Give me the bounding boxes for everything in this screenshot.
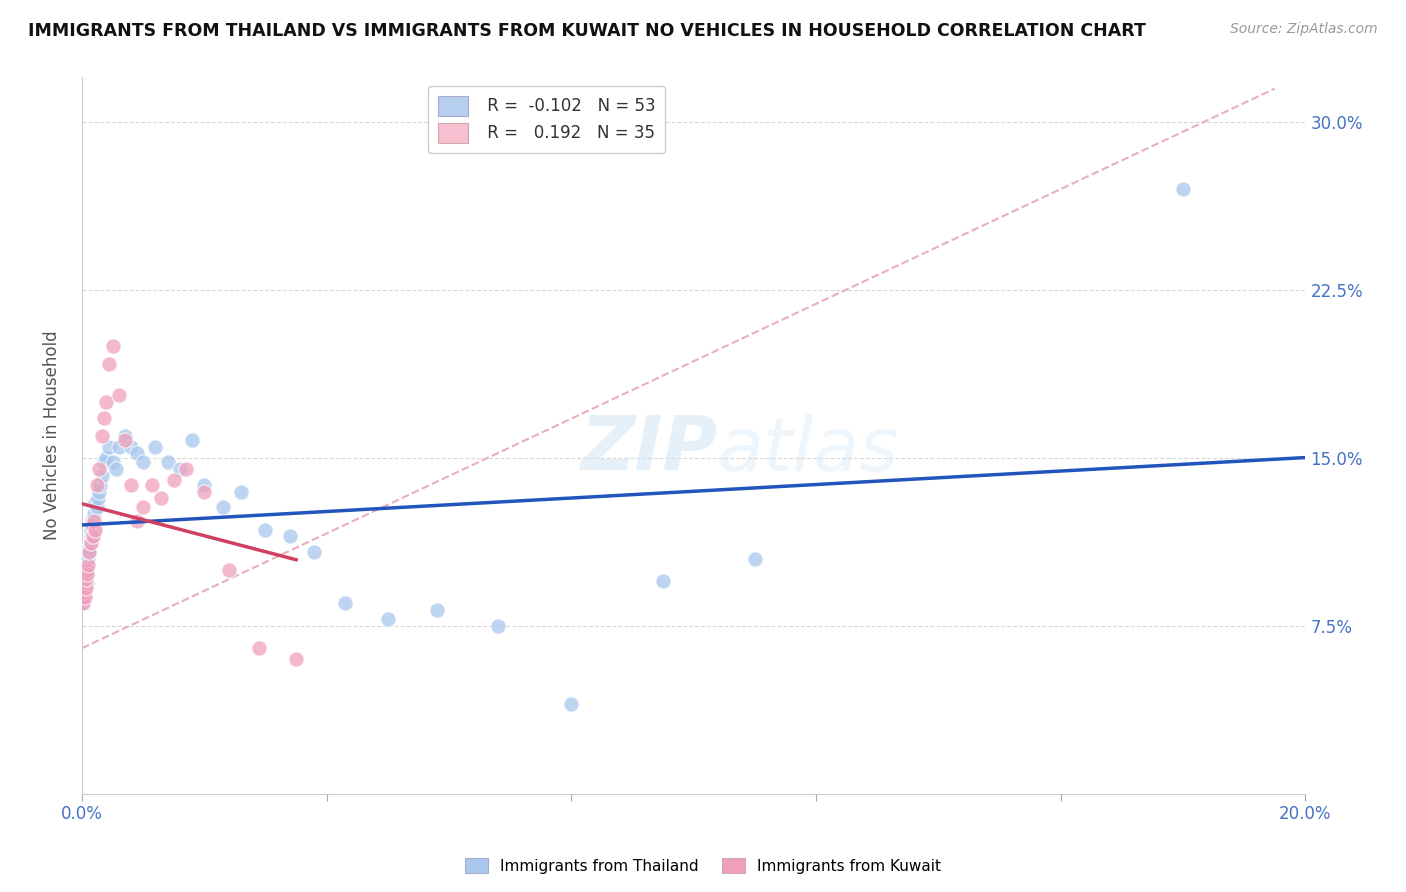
- Point: [86, 477, 108, 491]
- Point: [76, 563, 98, 577]
- Legend: Immigrants from Thailand, Immigrants from Kuwait: Immigrants from Thailand, Immigrants fro…: [458, 852, 948, 880]
- Point: [107, 440, 129, 454]
- Point: [73, 574, 96, 588]
- Point: [114, 428, 136, 442]
- Point: [486, 619, 509, 633]
- Point: [77, 541, 100, 555]
- Point: [76, 567, 98, 582]
- Point: [120, 440, 142, 454]
- Point: [254, 523, 277, 537]
- Point: [90, 428, 112, 442]
- Point: [278, 529, 301, 543]
- Point: [125, 514, 148, 528]
- Point: [87, 462, 110, 476]
- Point: [79, 545, 101, 559]
- Point: [76, 576, 98, 591]
- Point: [75, 563, 97, 577]
- Point: [1171, 182, 1194, 196]
- Point: [72, 596, 94, 610]
- Point: [98, 357, 121, 371]
- Point: [76, 567, 98, 582]
- Point: [75, 572, 97, 586]
- Point: [79, 529, 101, 543]
- Point: [80, 523, 103, 537]
- Point: [560, 697, 582, 711]
- Point: [75, 581, 97, 595]
- Point: [96, 395, 118, 409]
- Point: [333, 596, 356, 610]
- Point: [377, 612, 399, 626]
- Point: [143, 440, 166, 454]
- Point: [285, 652, 308, 666]
- Point: [120, 477, 142, 491]
- Point: [79, 536, 101, 550]
- Point: [114, 433, 136, 447]
- Point: [132, 455, 155, 469]
- Point: [101, 339, 124, 353]
- Point: [72, 596, 94, 610]
- Point: [744, 551, 766, 566]
- Point: [181, 433, 204, 447]
- Point: [86, 500, 108, 515]
- Point: [83, 514, 105, 528]
- Point: [93, 410, 115, 425]
- Point: [89, 477, 111, 491]
- Point: [84, 496, 107, 510]
- Text: IMMIGRANTS FROM THAILAND VS IMMIGRANTS FROM KUWAIT NO VEHICLES IN HOUSEHOLD CORR: IMMIGRANTS FROM THAILAND VS IMMIGRANTS F…: [28, 22, 1146, 40]
- Point: [87, 491, 110, 506]
- Text: atlas: atlas: [718, 414, 900, 486]
- Point: [82, 529, 104, 543]
- Point: [75, 572, 97, 586]
- Point: [218, 563, 240, 577]
- Point: [80, 518, 103, 533]
- Point: [73, 590, 96, 604]
- Point: [107, 388, 129, 402]
- Point: [304, 545, 326, 559]
- Point: [77, 551, 100, 566]
- Point: [193, 477, 215, 491]
- Point: [141, 477, 163, 491]
- Point: [163, 473, 186, 487]
- Point: [97, 440, 120, 454]
- Point: [73, 590, 96, 604]
- Point: [193, 484, 215, 499]
- Point: [84, 523, 107, 537]
- Point: [652, 574, 675, 588]
- Point: [247, 641, 270, 656]
- Point: [80, 518, 103, 533]
- Point: [82, 514, 104, 528]
- Point: [87, 484, 110, 499]
- Point: [104, 462, 127, 476]
- Point: [156, 455, 179, 469]
- Point: [79, 536, 101, 550]
- Point: [96, 450, 118, 465]
- Point: [73, 574, 96, 588]
- Point: [93, 455, 115, 469]
- Point: [132, 500, 155, 515]
- Point: [73, 581, 96, 595]
- Point: [174, 462, 197, 476]
- Point: [169, 462, 191, 476]
- Point: [229, 484, 252, 499]
- Point: [83, 523, 105, 537]
- Point: [91, 468, 114, 483]
- Point: [79, 545, 101, 559]
- Legend:  R =  -0.102   N = 53,  R =   0.192   N = 35: R = -0.102 N = 53, R = 0.192 N = 35: [429, 86, 665, 153]
- Point: [101, 455, 124, 469]
- Point: [83, 507, 105, 521]
- Text: ZIP: ZIP: [581, 413, 718, 486]
- Y-axis label: No Vehicles in Household: No Vehicles in Household: [44, 331, 60, 541]
- Point: [150, 491, 173, 506]
- Point: [211, 500, 233, 515]
- Point: [82, 529, 104, 543]
- Point: [426, 603, 449, 617]
- Point: [77, 558, 100, 573]
- Point: [73, 585, 96, 599]
- Point: [125, 446, 148, 460]
- Text: Source: ZipAtlas.com: Source: ZipAtlas.com: [1230, 22, 1378, 37]
